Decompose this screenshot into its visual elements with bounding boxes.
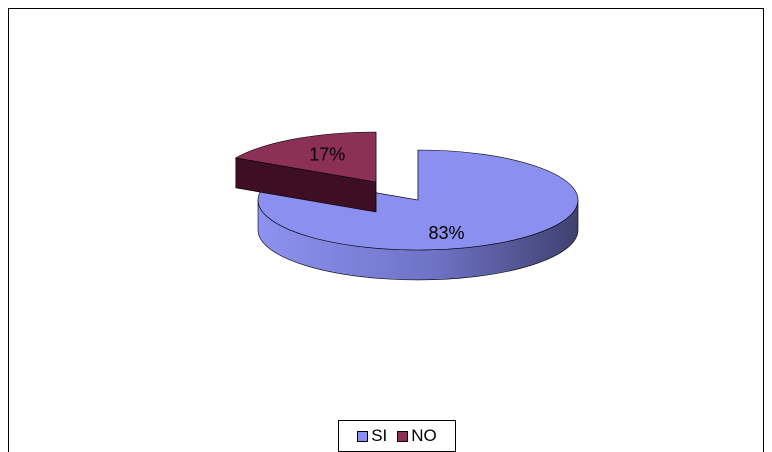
chart-area — [8, 8, 764, 452]
legend-swatch-no — [397, 430, 409, 442]
legend-label-no: NO — [411, 426, 437, 445]
legend-entry-no: NO — [397, 426, 437, 446]
legend-entry-si: SI — [357, 426, 387, 446]
pie-slice-no — [234, 131, 377, 213]
data-label-si: 83% — [428, 223, 464, 243]
legend-swatch-si — [357, 430, 369, 442]
data-label-no: 17% — [309, 144, 345, 164]
legend-label-si: SI — [371, 426, 388, 445]
legend: SI NO — [338, 420, 456, 452]
